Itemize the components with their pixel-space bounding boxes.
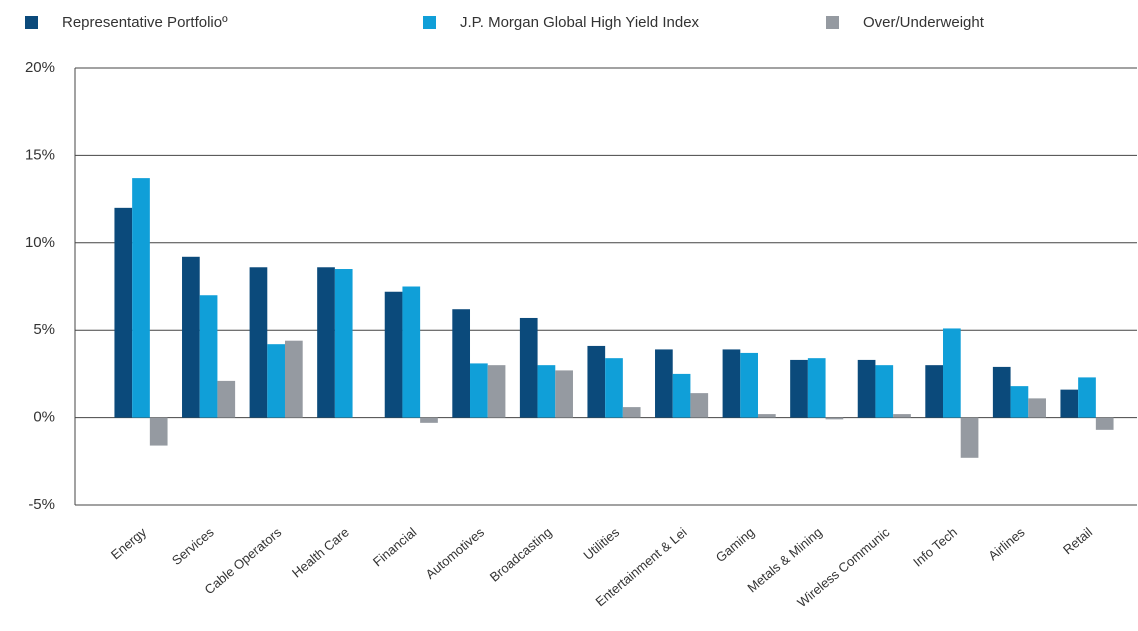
bar [622,407,641,418]
bar [420,417,438,423]
x-tick-label: Financial [370,524,420,569]
bar [1078,377,1096,418]
bar [182,256,200,418]
bar [537,365,556,418]
x-tick-label: Broadcasting [487,524,555,584]
bar [470,363,488,418]
x-tick-label: Health Care [289,524,352,580]
x-tick-label: Retail [1060,524,1095,557]
bar [790,359,808,418]
bar [757,414,776,418]
bar [217,380,236,418]
bar [249,267,268,418]
bar [519,317,538,418]
x-tick-label: Gaming [713,524,758,565]
legend-label: Representative Portfolioº [62,14,228,31]
x-tick-label: Info Tech [910,524,960,569]
x-tick-label: Automotives [423,524,488,582]
y-tick-label: 15% [25,146,55,163]
x-tick-label: Airlines [985,524,1028,563]
y-tick-label: 5% [33,321,55,338]
bar [807,358,826,418]
bar [857,359,876,418]
bar [114,207,133,418]
bar [960,417,979,458]
bar [722,349,741,418]
bar [402,286,421,418]
bar [587,345,606,418]
bar [690,393,709,418]
bar [487,365,506,418]
bar [655,349,673,418]
bar [893,414,911,418]
legend-label: J.P. Morgan Global High Yield Index [460,14,700,31]
bar [1010,386,1029,418]
legend-label: Over/Underweight [863,14,985,31]
bar [992,366,1011,418]
bar [875,365,894,418]
legend-swatch [826,16,839,29]
bar [1028,398,1046,418]
bar [1095,417,1114,430]
bar [825,417,844,420]
bar [284,340,303,418]
bar [605,358,623,418]
bar [149,417,168,446]
bar [555,370,573,418]
x-tick-label: Services [169,524,217,568]
bar [925,365,944,418]
bar [267,344,285,418]
y-tick-label: -5% [28,496,55,513]
bar [672,373,691,418]
y-tick-label: 20% [25,59,55,76]
bar [1060,389,1079,418]
x-tick-label: Energy [108,524,150,562]
bar [334,269,353,418]
bar [740,352,758,418]
bar [384,291,403,418]
bar [132,178,150,418]
legend-swatch [423,16,436,29]
x-tick-label: Utilities [580,524,622,563]
y-tick-label: 0% [33,409,55,426]
legend-swatch [25,16,38,29]
bar [943,328,961,418]
bar [199,295,218,418]
bar [317,267,335,418]
y-tick-label: 10% [25,234,55,251]
bar [452,309,471,418]
